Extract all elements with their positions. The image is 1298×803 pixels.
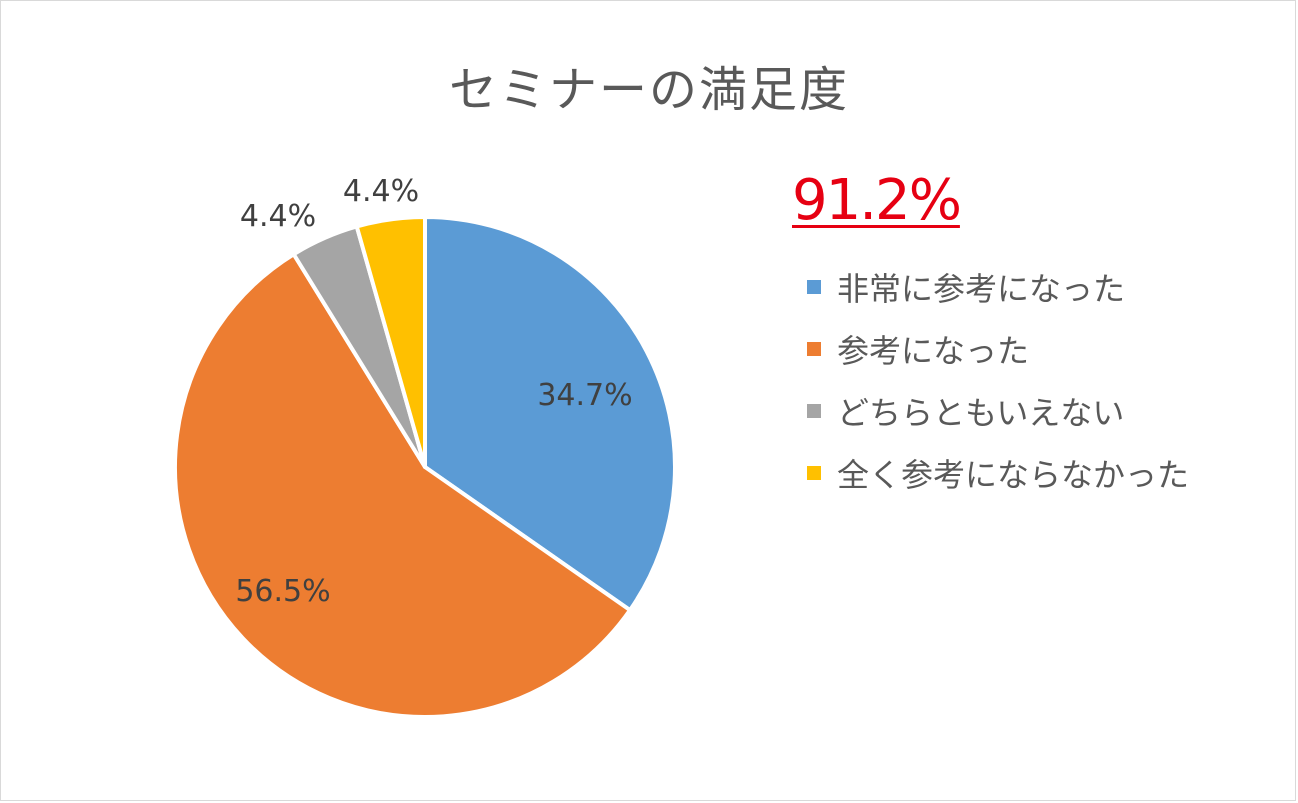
legend-label: 全く参考にならなかった	[837, 456, 1190, 494]
legend: 非常に参考になった 参考になった どちらともいえない 全く参考にならなかった	[807, 256, 1189, 504]
pie-slice	[423, 215, 677, 613]
data-label: 4.4%	[240, 199, 316, 234]
data-label: 4.4%	[343, 174, 419, 209]
legend-swatch	[807, 342, 821, 356]
data-label: 34.7%	[537, 378, 632, 413]
pie-slice	[354, 215, 427, 469]
legend-label: 非常に参考になった	[837, 270, 1126, 308]
legend-item: 参考になった	[807, 318, 1189, 380]
legend-label: どちらともいえない	[837, 394, 1125, 432]
chart-title: セミナーの満足度	[448, 62, 849, 118]
legend-swatch	[807, 404, 821, 418]
legend-label: 参考になった	[837, 332, 1030, 370]
legend-item: 全く参考にならなかった	[807, 442, 1189, 504]
highlight-percentage: 91.2%	[792, 168, 962, 233]
data-label: 56.5%	[235, 574, 330, 609]
legend-item: 非常に参考になった	[807, 256, 1189, 318]
legend-swatch	[807, 466, 821, 480]
legend-item: どちらともいえない	[807, 380, 1189, 442]
legend-swatch	[807, 280, 821, 294]
pie-slice	[173, 252, 632, 719]
